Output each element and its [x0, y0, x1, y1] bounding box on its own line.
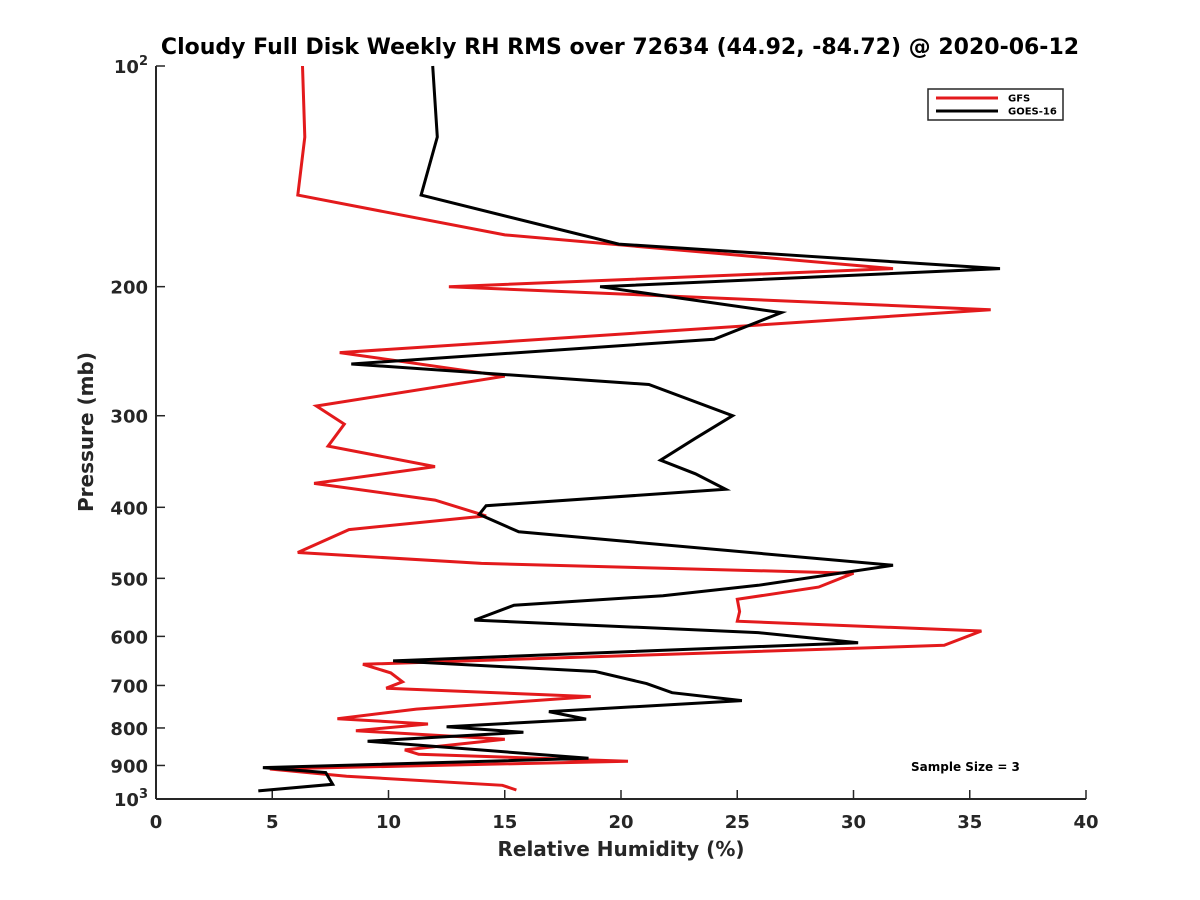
legend-box [927, 88, 1064, 121]
y-tick-label: 600 [110, 627, 148, 648]
y-tick-label-base: 700 [110, 676, 148, 697]
y-tick-label-base: 10 [114, 790, 139, 811]
legend: GFS GOES-16 [927, 88, 1064, 121]
y-tick-label: 300 [110, 407, 148, 428]
y-tick-label-base: 10 [114, 57, 139, 78]
series-line-gfs [269, 65, 991, 792]
y-tick-label: 102 [114, 54, 148, 78]
series-layer [258, 65, 1001, 793]
x-tick-label: 25 [725, 812, 750, 833]
y-tick-label: 200 [110, 278, 148, 299]
x-tick-label: 30 [841, 812, 866, 833]
x-tick-label: 40 [1073, 812, 1098, 833]
x-tick-label: 10 [376, 812, 401, 833]
y-axis-label: Pressure (mb) [74, 352, 98, 512]
x-axis-label: Relative Humidity (%) [497, 837, 744, 861]
x-tick-label: 35 [957, 812, 982, 833]
x-tick-label: 20 [608, 812, 633, 833]
x-tick-label: 5 [266, 812, 279, 833]
y-tick-label: 500 [110, 569, 148, 590]
y-tick-label-base: 400 [110, 498, 148, 519]
legend-label-gfs: GFS [1008, 94, 1030, 105]
y-tick-label-base: 300 [110, 407, 148, 428]
y-tick-label-base: 600 [110, 627, 148, 648]
x-tick-label: 15 [492, 812, 517, 833]
x-ticks: 0 5 10 15 20 25 30 35 40 [150, 790, 1099, 833]
y-tick-label-exponent: 3 [139, 787, 148, 802]
y-tick-label: 400 [110, 498, 148, 519]
legend-label-goes16: GOES-16 [1008, 107, 1057, 118]
x-tick-label: 0 [150, 812, 163, 833]
sample-size-annotation: Sample Size = 3 [911, 760, 1020, 774]
chart-title: Cloudy Full Disk Weekly RH RMS over 7263… [161, 35, 1079, 60]
y-tick-label: 800 [110, 719, 148, 740]
y-tick-label-base: 900 [110, 756, 148, 777]
y-tick-label-exponent: 2 [139, 54, 148, 69]
y-tick-label-base: 800 [110, 719, 148, 740]
y-tick-label: 103 [114, 787, 148, 811]
plot-area [155, 66, 1086, 800]
series-line-goes16 [258, 65, 1001, 793]
y-tick-label-base: 200 [110, 278, 148, 299]
y-tick-label: 700 [110, 676, 148, 697]
y-tick-label-base: 500 [110, 569, 148, 590]
y-tick-label: 900 [110, 756, 148, 777]
